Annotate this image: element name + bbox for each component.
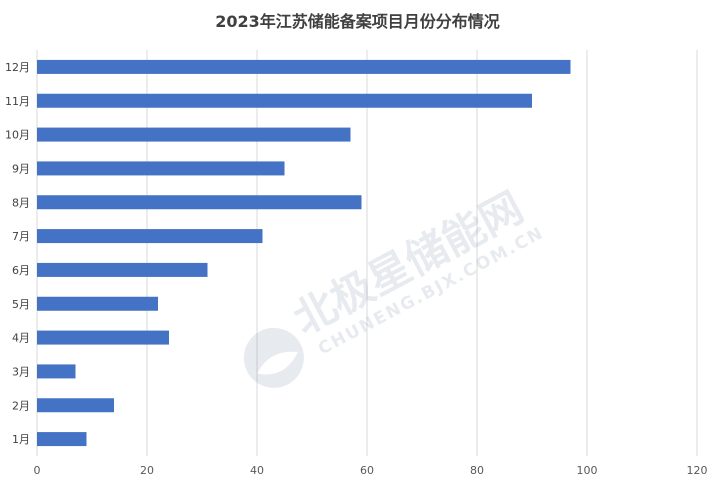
bar xyxy=(37,161,285,176)
category-label: 4月 xyxy=(12,332,30,345)
chart-title: 2023年江苏储能备案项目月份分布情况 xyxy=(215,12,500,31)
x-tick-label: 20 xyxy=(140,464,154,477)
bar xyxy=(37,93,532,108)
bar xyxy=(37,262,208,277)
category-label: 8月 xyxy=(12,196,30,209)
bar xyxy=(37,330,169,345)
x-tick-labels: 0 20 40 60 80 100 120 xyxy=(34,464,708,477)
bar xyxy=(37,195,362,210)
bar xyxy=(37,432,87,447)
bar xyxy=(37,364,76,379)
x-tick-label: 80 xyxy=(470,464,484,477)
category-label: 6月 xyxy=(12,264,30,277)
category-label: 11月 xyxy=(5,95,30,108)
watermark-logo-wave-icon xyxy=(257,351,298,375)
bar xyxy=(37,296,158,311)
category-label: 3月 xyxy=(12,365,30,378)
category-label: 5月 xyxy=(12,298,30,311)
x-tick-label: 0 xyxy=(34,464,41,477)
bar xyxy=(37,229,263,244)
bars-layer xyxy=(37,59,571,447)
category-labels: 12月 11月 10月 9月 8月 7月 6月 5月 4月 3月 2月 1月 xyxy=(5,61,30,446)
category-label: 12月 xyxy=(5,61,30,74)
grid-layer xyxy=(36,50,698,456)
bar xyxy=(37,398,114,413)
category-label: 7月 xyxy=(12,230,30,243)
x-tick-label: 40 xyxy=(250,464,264,477)
category-label: 10月 xyxy=(5,129,30,142)
x-tick-label: 60 xyxy=(360,464,374,477)
watermark: 北极星储能网 CHUNENG.BJX.COM.CN xyxy=(243,182,548,388)
category-label: 1月 xyxy=(12,433,30,446)
bar xyxy=(37,59,571,74)
category-label: 9月 xyxy=(12,162,30,175)
category-label: 2月 xyxy=(12,399,30,412)
x-tick-label: 120 xyxy=(687,464,708,477)
bar xyxy=(37,127,351,142)
watermark-logo-icon xyxy=(243,327,304,388)
x-tick-label: 100 xyxy=(577,464,598,477)
